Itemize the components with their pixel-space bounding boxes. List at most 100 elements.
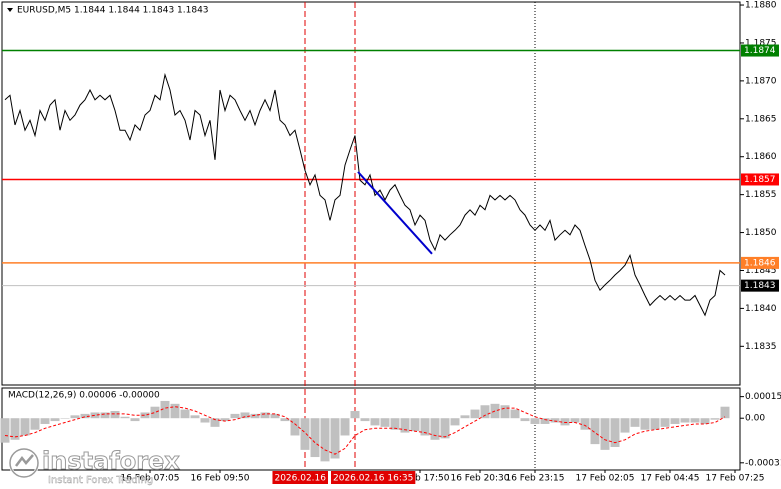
macd-bar bbox=[160, 400, 170, 419]
macd-bar bbox=[610, 418, 620, 447]
symbol-header: EURUSD,M5 1.1844 1.1844 1.1843 1.1843 bbox=[17, 6, 209, 16]
price-line bbox=[4, 72, 726, 317]
level-label-box bbox=[741, 279, 779, 292]
macd-bar bbox=[660, 418, 670, 427]
logo-ring-outline bbox=[9, 448, 39, 478]
macd-bar bbox=[360, 418, 370, 422]
macd-bar bbox=[270, 413, 280, 419]
macd-bar bbox=[0, 418, 10, 443]
macd-bar bbox=[490, 403, 500, 419]
vertical-line-label: 2026.02.16 16:35 bbox=[333, 474, 413, 484]
y-tick-label: 1.1855 bbox=[745, 190, 777, 200]
macd-bar bbox=[470, 409, 480, 419]
vertical-line-label: 2026.02.16 bbox=[274, 474, 326, 484]
macd-bar bbox=[230, 413, 240, 419]
macd-bar bbox=[210, 418, 220, 427]
x-tick-label: 16 Feb 07:05 bbox=[120, 474, 179, 484]
x-tick-label: 16 Feb 09:50 bbox=[190, 474, 249, 484]
y-tick-label: 0.00015 bbox=[745, 392, 781, 402]
macd-bar bbox=[200, 418, 210, 423]
macd-bar bbox=[40, 418, 50, 424]
macd-bar bbox=[560, 418, 570, 426]
signal-line bbox=[4, 406, 726, 455]
watermark: instaforex Instant Forex Trading bbox=[8, 447, 181, 486]
macd-bar bbox=[20, 418, 30, 436]
macd-bar bbox=[120, 416, 130, 419]
macd-bar bbox=[430, 418, 440, 440]
macd-bar bbox=[620, 418, 630, 433]
x-tick-label: 17 Feb 07:25 bbox=[705, 474, 764, 484]
macd-bar bbox=[10, 418, 20, 440]
macd-bar bbox=[300, 418, 310, 450]
macd-bar bbox=[420, 418, 430, 436]
y-tick-label: 1.1835 bbox=[745, 342, 777, 352]
vertical-line-label-box bbox=[272, 471, 328, 484]
macd-bar bbox=[390, 418, 400, 430]
macd-bar bbox=[290, 418, 300, 436]
y-tick-label: 1.1850 bbox=[745, 228, 777, 238]
y-tick-label: 1.1865 bbox=[745, 114, 777, 124]
macd-bar bbox=[520, 418, 530, 422]
macd-bar bbox=[250, 413, 260, 419]
macd-bar bbox=[630, 418, 640, 427]
macd-bar bbox=[580, 418, 590, 430]
y-tick-label: 1.1880 bbox=[745, 1, 777, 11]
macd-bar bbox=[90, 412, 100, 419]
macd-bar bbox=[380, 418, 390, 427]
macd-bar bbox=[140, 412, 150, 419]
macd-bar bbox=[30, 418, 40, 430]
macd-bar bbox=[510, 409, 520, 419]
y-tick-label: 0.00 bbox=[745, 414, 765, 424]
level-label: 1.1846 bbox=[744, 258, 776, 268]
macd-bar bbox=[670, 418, 680, 424]
brand: instaforex bbox=[42, 447, 180, 475]
y-tick-label: 1.1870 bbox=[745, 76, 777, 86]
macd-bar bbox=[180, 409, 190, 419]
macd-bar bbox=[440, 418, 450, 439]
macd-bar bbox=[320, 418, 330, 462]
macd-bar bbox=[680, 418, 690, 423]
macd-bar bbox=[80, 413, 90, 419]
y-tick-label: 1.1875 bbox=[745, 38, 777, 48]
x-tick-label: 16 Feb 17:50 bbox=[390, 474, 449, 484]
macd-bar bbox=[50, 418, 60, 422]
macd-bar bbox=[640, 418, 650, 430]
macd-bar bbox=[150, 406, 160, 419]
macd-bar bbox=[110, 411, 120, 419]
y-tick-label: 1.1845 bbox=[745, 266, 777, 276]
level-label-box bbox=[741, 256, 779, 269]
tagline: Instant Forex Trading bbox=[48, 475, 153, 486]
y-tick-label: -0.00031 bbox=[745, 458, 781, 468]
macd-bar bbox=[190, 415, 200, 419]
x-tick-label: 17 Feb 04:45 bbox=[640, 474, 699, 484]
macd-bar bbox=[130, 418, 140, 422]
macd-bar bbox=[650, 418, 660, 430]
price-pane bbox=[1, 1, 741, 386]
x-tick-label: 16 Feb 20:30 bbox=[450, 474, 509, 484]
macd-bar bbox=[280, 418, 290, 422]
macd-bar bbox=[590, 418, 600, 445]
macd-bar bbox=[310, 418, 320, 458]
macd-bar bbox=[220, 418, 230, 422]
x-tick-label: 16 Feb 23:15 bbox=[505, 474, 564, 484]
macd-bar bbox=[370, 418, 380, 426]
macd-bar bbox=[240, 412, 250, 419]
macd-bar bbox=[340, 418, 350, 436]
macd-bar bbox=[500, 405, 510, 419]
macd-bar bbox=[720, 406, 730, 419]
level-label: 1.1874 bbox=[744, 46, 776, 56]
macd-bar bbox=[570, 418, 580, 423]
y-tick-label: 1.1860 bbox=[745, 152, 777, 162]
y-tick-label: 1.1840 bbox=[745, 304, 777, 314]
macd-bar bbox=[400, 418, 410, 433]
logo-arrow bbox=[15, 454, 34, 467]
macd-bar bbox=[330, 418, 340, 459]
macd-bar bbox=[550, 418, 560, 423]
macd-bar bbox=[410, 418, 420, 432]
macd-bar bbox=[350, 411, 360, 419]
macd-bar bbox=[710, 418, 720, 420]
macd-bar bbox=[460, 415, 470, 419]
macd-bar bbox=[600, 418, 610, 450]
